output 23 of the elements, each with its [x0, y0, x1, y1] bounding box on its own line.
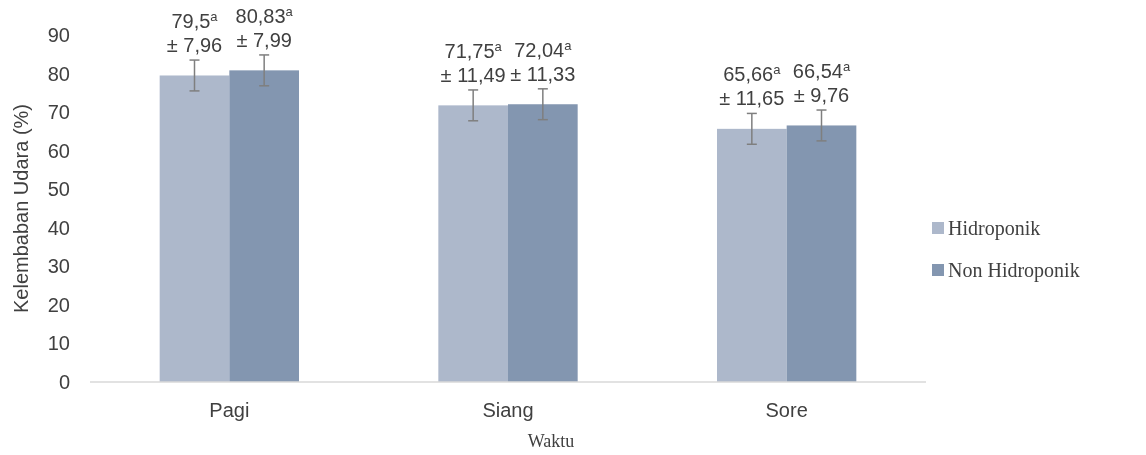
y-tick-label: 10	[47, 332, 70, 355]
x-tick-label: Siang	[482, 399, 534, 421]
y-tick-label: 40	[47, 216, 70, 239]
y-tick-label: 50	[47, 178, 70, 201]
data-label: 65,66$^{a}$ ± 11,65	[719, 61, 785, 110]
data-label: 66,54$^{a}$ ± 9,76	[792, 58, 851, 107]
y-tick-label: 90	[47, 24, 70, 46]
legend-label: Hidroponik	[948, 217, 1041, 240]
y-tick-label: 60	[47, 139, 70, 162]
x-tick-label: Pagi	[209, 399, 250, 421]
y-tick-label: 0	[58, 371, 70, 393]
data-label: 79,5$^{a}$ ± 7,96	[166, 8, 223, 57]
data-label: 71,75$^{a}$ ± 11,49	[440, 38, 506, 86]
data-label: 80,83$^{a}$ ± 7,99	[235, 3, 294, 51]
y-tick-label: 30	[47, 255, 70, 278]
legend-label: Non Hidroponik	[948, 259, 1080, 282]
data-label: 72,04$^{a}$ ± 11,33	[510, 37, 576, 85]
y-axis-title: Kelembaban Udara (%)	[10, 104, 32, 313]
y-tick-label: 80	[47, 62, 70, 85]
y-tick-label: 20	[47, 293, 70, 316]
x-tick-label: Sore	[765, 399, 808, 421]
y-tick-label: 70	[47, 101, 70, 124]
x-axis-title: Waktu	[527, 431, 575, 451]
